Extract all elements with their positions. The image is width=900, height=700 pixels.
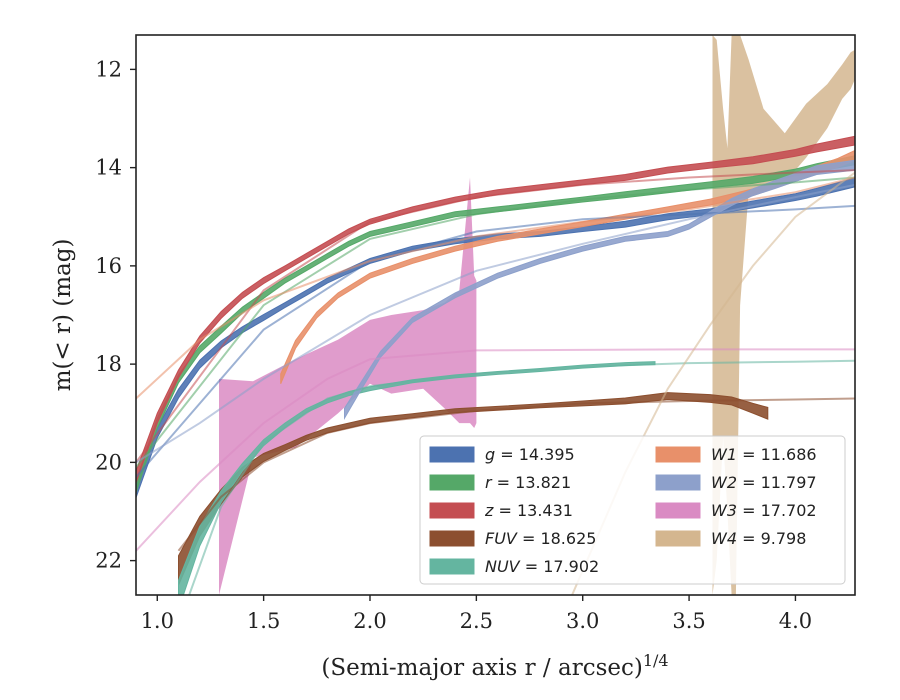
series-model-z bbox=[136, 169, 855, 463]
legend-swatch bbox=[429, 558, 475, 575]
y-tick-label: 14 bbox=[95, 156, 122, 180]
series-fill-w3 bbox=[219, 177, 477, 595]
legend-band: W4 bbox=[711, 529, 737, 548]
y-tick-label: 12 bbox=[95, 57, 122, 81]
series-band-fuv bbox=[178, 392, 769, 586]
legend-label: z = 13.431 bbox=[484, 501, 573, 520]
legend-label: W1 = 11.686 bbox=[711, 445, 817, 464]
x-tick-label: 4.0 bbox=[779, 609, 812, 633]
legend-value: = 13.431 bbox=[493, 501, 573, 520]
x-tick-label: 2.5 bbox=[460, 609, 493, 633]
legend-band: NUV bbox=[485, 557, 521, 576]
legend-value: = 13.821 bbox=[492, 473, 572, 492]
legend-label: W3 = 17.702 bbox=[711, 501, 817, 520]
series-band-w2 bbox=[344, 159, 855, 421]
legend-swatch bbox=[429, 446, 475, 463]
legend-value: = 17.702 bbox=[737, 501, 817, 520]
legend-band: W1 bbox=[711, 445, 737, 464]
legend-item-z: z = 13.431 bbox=[429, 501, 573, 520]
legend-swatch bbox=[429, 502, 475, 519]
series-band-z bbox=[136, 135, 855, 484]
series-band-g bbox=[136, 177, 855, 498]
legend-frame bbox=[419, 435, 846, 585]
series-model-nuv bbox=[188, 359, 855, 595]
legend-swatch bbox=[655, 474, 701, 491]
legend-swatch bbox=[429, 474, 475, 491]
legend-value: = 11.797 bbox=[737, 473, 817, 492]
legend-value: = 17.902 bbox=[520, 557, 600, 576]
x-axis: 1.0 1.5 2.0 2.5 3.0 3.5 4.0 bbox=[141, 595, 812, 633]
axes-frame bbox=[135, 34, 856, 596]
series-model-fuv bbox=[177, 397, 855, 552]
y-tick-label: 16 bbox=[95, 254, 122, 278]
x-axis-label: (Semi-major axis r / arcsec)1/4 bbox=[321, 651, 668, 681]
legend-item-w2: W2 = 11.797 bbox=[655, 473, 817, 492]
y-tick-label: 22 bbox=[95, 549, 122, 573]
series-model-w2 bbox=[136, 183, 855, 464]
series-model-g bbox=[136, 204, 855, 478]
legend-swatch bbox=[655, 446, 701, 463]
legend-label: W2 = 11.797 bbox=[711, 473, 817, 492]
x-tick-label: 1.0 bbox=[141, 609, 174, 633]
x-tick-label: 3.5 bbox=[672, 609, 705, 633]
y-tick-label: 20 bbox=[95, 450, 122, 474]
series-model-w1 bbox=[136, 176, 855, 400]
series-band-r bbox=[136, 155, 855, 493]
x-tick-label: 2.0 bbox=[353, 609, 386, 633]
legend-label: NUV = 17.902 bbox=[485, 557, 599, 576]
y-axis-label: m(< r) (mag) bbox=[50, 239, 76, 392]
legend-band: FUV bbox=[485, 529, 518, 548]
legend-band: W2 bbox=[711, 473, 737, 492]
x-tick-label: 3.0 bbox=[566, 609, 599, 633]
legend-band: r bbox=[485, 473, 493, 492]
legend-label: g = 14.395 bbox=[485, 445, 575, 464]
legend-swatch bbox=[655, 530, 701, 547]
legend-swatch bbox=[429, 530, 475, 547]
series-model-w3 bbox=[136, 348, 855, 552]
plot-area bbox=[136, 35, 855, 595]
legend-item-w1: W1 = 11.686 bbox=[655, 445, 817, 464]
y-tick-label: 18 bbox=[95, 352, 122, 376]
legend-item-w4: W4 = 9.798 bbox=[655, 529, 806, 548]
legend-item-w3: W3 = 17.702 bbox=[655, 501, 817, 520]
legend-item-fuv: FUV = 18.625 bbox=[429, 529, 596, 548]
x-tick-label: 1.5 bbox=[247, 609, 280, 633]
legend-value: = 11.686 bbox=[737, 445, 817, 464]
legend-label: r = 13.821 bbox=[485, 473, 571, 492]
legend-band: z bbox=[484, 501, 494, 520]
x-axis-label-superscript: 1/4 bbox=[643, 651, 669, 670]
legend-band: g bbox=[485, 445, 495, 464]
legend-value: = 9.798 bbox=[737, 529, 806, 548]
legend-item-r: r = 13.821 bbox=[429, 473, 571, 492]
legend-value: = 18.625 bbox=[517, 529, 597, 548]
legend-label: W4 = 9.798 bbox=[711, 529, 806, 548]
legend-item-g: g = 14.395 bbox=[429, 445, 575, 464]
legend-band: W3 bbox=[711, 501, 737, 520]
legend-label: FUV = 18.625 bbox=[485, 529, 596, 548]
legend-value: = 14.395 bbox=[495, 445, 575, 464]
legend-swatch bbox=[655, 502, 701, 519]
y-axis: 12 14 16 18 20 22 bbox=[95, 57, 136, 573]
legend-item-nuv: NUV = 17.902 bbox=[429, 557, 599, 576]
